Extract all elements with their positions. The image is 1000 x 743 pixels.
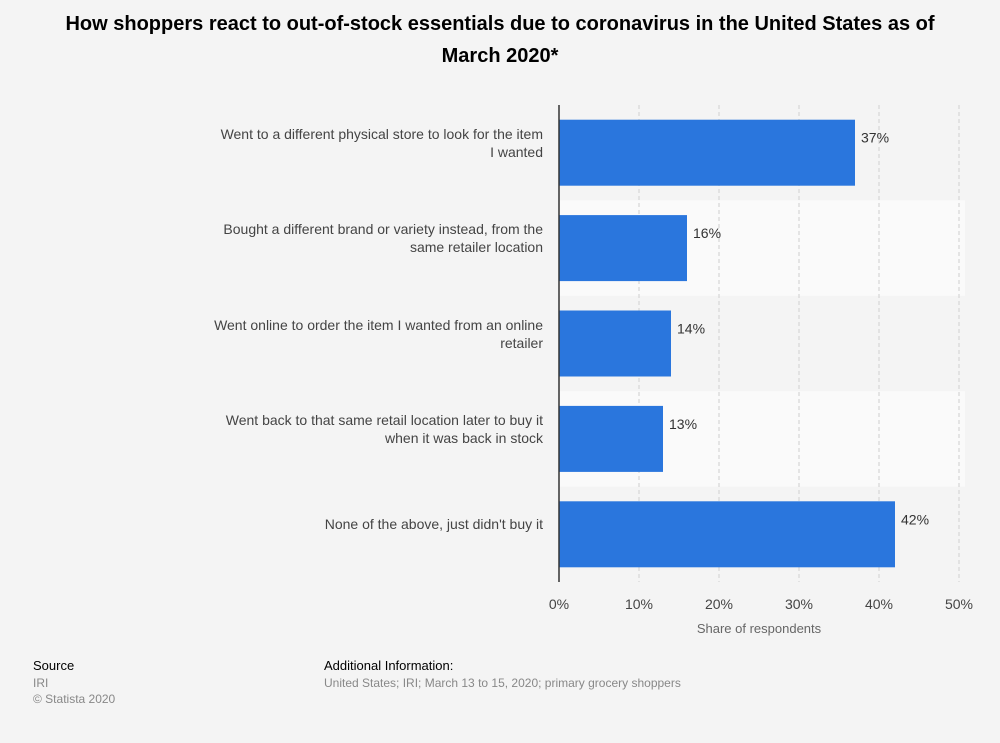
bar — [559, 310, 671, 377]
category-label: Went to a different physical store to lo… — [220, 125, 543, 160]
bar — [559, 119, 855, 186]
bar — [559, 405, 663, 472]
x-tick-label: 10% — [625, 596, 653, 612]
bar-value-label: 13% — [669, 416, 697, 432]
copyright-line: © Statista 2020 — [33, 692, 116, 706]
category-label: Went online to order the item I wanted f… — [214, 316, 543, 351]
x-tick-label: 20% — [705, 596, 733, 612]
bar-value-label: 16% — [693, 225, 721, 241]
chart-title: How shoppers react to out-of-stock essen… — [65, 13, 935, 67]
bar-value-label: 37% — [861, 130, 889, 146]
category-label: None of the above, just didn't buy it — [324, 516, 543, 533]
bar-value-label: 42% — [901, 511, 929, 527]
bar-value-label: 14% — [677, 321, 705, 337]
x-tick-label: 0% — [549, 596, 569, 612]
additional-info-heading: Additional Information: — [324, 658, 454, 673]
source-heading: Source — [33, 658, 75, 673]
category-label: Went back to that same retail location l… — [225, 411, 543, 446]
x-tick-label: 30% — [785, 596, 813, 612]
bar — [559, 215, 687, 282]
bar — [559, 501, 895, 568]
category-label: Bought a different brand or variety inst… — [223, 221, 543, 256]
additional-info-text: United States; IRI; March 13 to 15, 2020… — [324, 676, 681, 690]
x-tick-label: 50% — [945, 596, 973, 612]
x-tick-label: 40% — [865, 596, 893, 612]
source-line: IRI — [33, 676, 49, 690]
x-axis-label: Share of respondents — [697, 621, 822, 636]
